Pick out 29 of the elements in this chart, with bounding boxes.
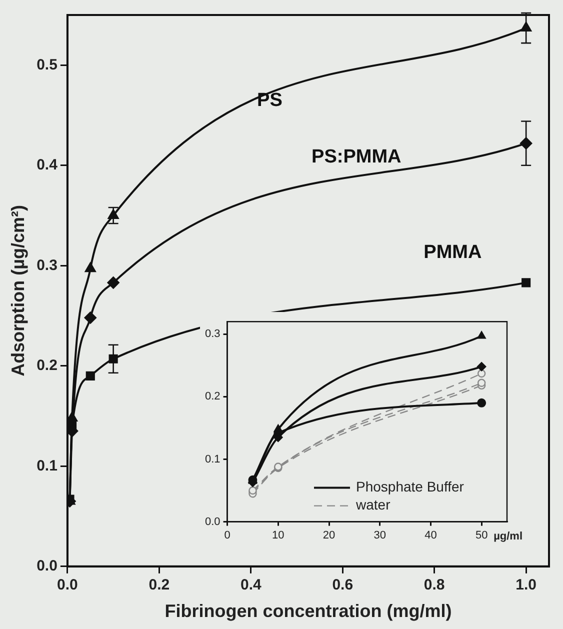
x-axis-title: µg/ml xyxy=(494,530,523,543)
y-tick-label: 0.2 xyxy=(204,390,220,403)
y-tick-label: 0.3 xyxy=(204,328,220,340)
y-tick-label: 0.2 xyxy=(36,357,58,374)
y-tick-label: 0.0 xyxy=(36,558,58,575)
x-tick-label: 0.4 xyxy=(240,576,262,594)
y-tick-label: 0.1 xyxy=(204,453,220,466)
x-tick-label: 0.6 xyxy=(332,576,354,594)
legend-label: Phosphate Buffer xyxy=(356,478,464,495)
x-tick-label: 0 xyxy=(224,529,230,542)
x-tick-label: 50 xyxy=(475,529,488,542)
x-tick-label: 30 xyxy=(374,529,386,542)
y-tick-label: 0.1 xyxy=(36,457,58,474)
x-tick-label: 1.0 xyxy=(516,576,536,594)
y-tick-label: 0.3 xyxy=(36,256,58,274)
y-axis-title: Adsorption (µg/cm²) xyxy=(8,205,28,376)
x-tick-label: 0.2 xyxy=(148,576,170,594)
x-axis-title: Fibrinogen concentration (mg/ml) xyxy=(164,601,452,622)
series-label: PMMA xyxy=(424,242,482,263)
x-tick-label: 20 xyxy=(322,529,336,542)
legend-label: water xyxy=(355,496,391,513)
y-tick-label: 0.5 xyxy=(36,56,58,74)
x-tick-label: 40 xyxy=(424,529,437,542)
x-tick-label: 0.0 xyxy=(57,576,78,594)
x-tick-label: 0.8 xyxy=(424,576,445,594)
x-tick-label: 10 xyxy=(272,529,284,542)
y-tick-label: 0.0 xyxy=(204,516,220,528)
y-tick-label: 0.4 xyxy=(36,156,58,174)
series-label: PS:PMMA xyxy=(312,146,402,168)
